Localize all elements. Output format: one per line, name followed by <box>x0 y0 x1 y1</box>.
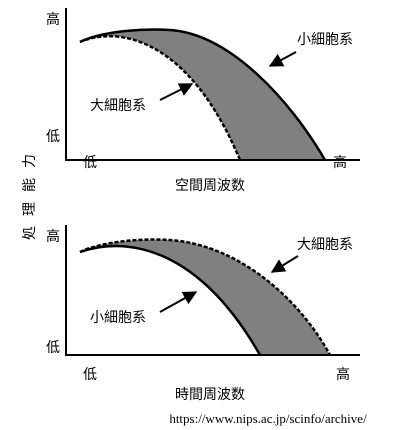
x-label: 空間周波数 <box>175 178 245 194</box>
source: https://www.nips.ac.jp/scinfo/archive/ <box>169 411 367 426</box>
arrow <box>268 51 297 67</box>
curve <box>79 238 332 356</box>
shaded-region <box>80 239 330 355</box>
panel: 高 低 低 高 時間周波数 大細胞系 小細胞系 <box>46 225 360 403</box>
x-high: 高 <box>336 366 350 383</box>
curve-label: 大細胞系 <box>297 237 353 253</box>
x-label: 時間周波数 <box>175 387 245 403</box>
y-low: 低 <box>46 129 60 145</box>
curve <box>79 244 262 356</box>
arrow <box>270 255 299 273</box>
axes <box>65 225 360 356</box>
x-high: 高 <box>333 154 347 171</box>
y-high: 高 <box>46 228 60 245</box>
panel: 高 低 低 高 空間周波数 小細胞系 大細胞系 <box>46 8 360 194</box>
x-low: 低 <box>83 367 97 383</box>
shaded-region <box>80 29 325 160</box>
arrow <box>159 291 198 313</box>
curve-label: 大細胞系 <box>90 98 146 114</box>
axes <box>65 8 360 161</box>
y-high: 高 <box>46 11 60 28</box>
arrow <box>159 83 194 101</box>
x-low: 低 <box>83 155 97 171</box>
curve <box>79 35 242 161</box>
curve-label: 小細胞系 <box>297 32 353 48</box>
curve-label: 小細胞系 <box>90 310 146 326</box>
y-axis-label: 処理能力 <box>22 144 38 240</box>
curve <box>79 28 327 161</box>
y-low: 低 <box>46 340 60 356</box>
